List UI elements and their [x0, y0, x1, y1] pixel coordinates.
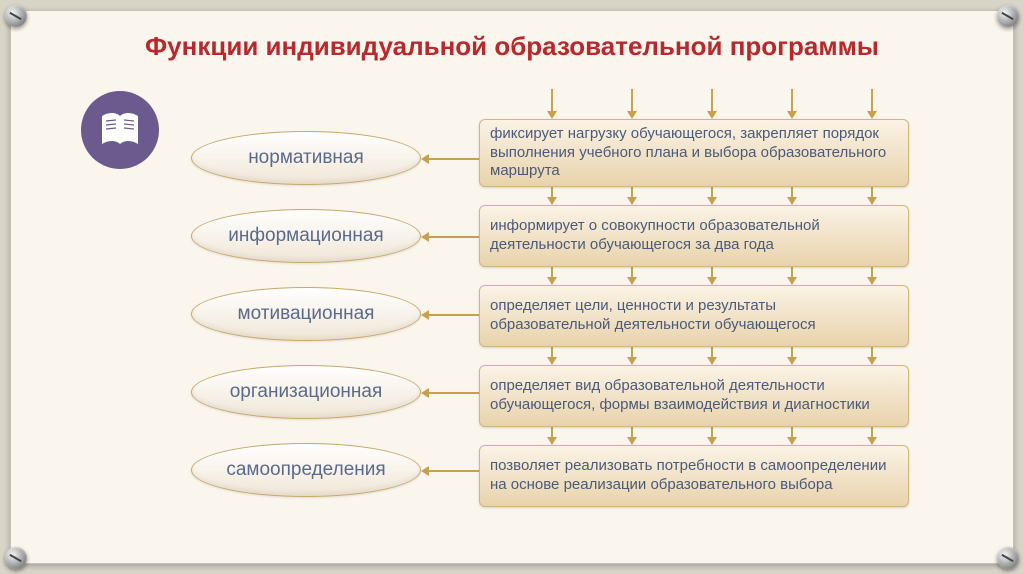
arrow-head-left-icon — [421, 466, 429, 476]
arrow-head-down-icon — [787, 197, 797, 205]
function-ellipse: мотивационная — [191, 287, 421, 341]
function-description-text: позволяет реализовать потребности в само… — [490, 457, 898, 495]
arrow-head-down-icon — [707, 197, 717, 205]
flow-arrow-vertical — [711, 89, 713, 113]
arrow-head-left-icon — [421, 388, 429, 398]
function-ellipse: самоопределения — [191, 443, 421, 497]
function-description: определяет цели, ценности и результаты о… — [479, 285, 909, 347]
arrow-head-down-icon — [627, 357, 637, 365]
function-label: организационная — [230, 381, 383, 403]
function-ellipse: нормативная — [191, 131, 421, 185]
flow-arrow-vertical — [871, 89, 873, 113]
flow-arrow-vertical — [791, 89, 793, 113]
slide-title: Функции индивидуальной образовательной п… — [11, 31, 1013, 62]
function-description-text: определяет вид образовательной деятельно… — [490, 377, 898, 415]
arrow-head-left-icon — [421, 154, 429, 164]
arrow-head-down-icon — [867, 197, 877, 205]
arrow-head-down-icon — [547, 277, 557, 285]
arrow-head-down-icon — [547, 197, 557, 205]
book-icon — [81, 91, 159, 169]
screw-decoration — [5, 547, 27, 569]
slide-panel: Функции индивидуальной образовательной п… — [10, 10, 1014, 564]
arrow-head-down-icon — [707, 437, 717, 445]
arrow-head-down-icon — [627, 197, 637, 205]
arrow-head-down-icon — [867, 357, 877, 365]
arrow-head-down-icon — [627, 111, 637, 119]
function-description: позволяет реализовать потребности в само… — [479, 445, 909, 507]
arrow-head-left-icon — [421, 310, 429, 320]
arrow-head-down-icon — [547, 357, 557, 365]
function-label: информационная — [228, 225, 383, 247]
arrow-head-down-icon — [787, 357, 797, 365]
flow-arrow-vertical — [551, 89, 553, 113]
connector-arrow — [427, 236, 479, 238]
arrow-head-down-icon — [787, 437, 797, 445]
arrow-head-down-icon — [627, 277, 637, 285]
function-label: мотивационная — [238, 303, 375, 325]
arrow-head-down-icon — [707, 277, 717, 285]
connector-arrow — [427, 392, 479, 394]
arrow-head-down-icon — [787, 111, 797, 119]
function-label: самоопределения — [226, 459, 385, 481]
screw-decoration — [5, 5, 27, 27]
arrow-head-down-icon — [627, 437, 637, 445]
slide-frame: Функции индивидуальной образовательной п… — [0, 0, 1024, 574]
arrow-head-down-icon — [867, 437, 877, 445]
arrow-head-down-icon — [867, 277, 877, 285]
connector-arrow — [427, 470, 479, 472]
connector-arrow — [427, 314, 479, 316]
arrow-head-down-icon — [707, 357, 717, 365]
arrow-head-down-icon — [787, 277, 797, 285]
screw-decoration — [997, 547, 1019, 569]
function-description-text: информирует о совокупности образовательн… — [490, 217, 898, 255]
function-description: информирует о совокупности образовательн… — [479, 205, 909, 267]
connector-arrow — [427, 158, 479, 160]
arrow-head-down-icon — [547, 111, 557, 119]
arrow-head-left-icon — [421, 232, 429, 242]
arrow-head-down-icon — [867, 111, 877, 119]
arrow-head-down-icon — [707, 111, 717, 119]
function-description: определяет вид образовательной деятельно… — [479, 365, 909, 427]
function-ellipse: информационная — [191, 209, 421, 263]
screw-decoration — [997, 5, 1019, 27]
arrow-head-down-icon — [547, 437, 557, 445]
function-label: нормативная — [248, 147, 364, 169]
function-ellipse: организационная — [191, 365, 421, 419]
function-description-text: фиксирует нагрузку обучающегося, закрепл… — [490, 125, 898, 181]
flow-arrow-vertical — [631, 89, 633, 113]
function-description: фиксирует нагрузку обучающегося, закрепл… — [479, 119, 909, 187]
function-description-text: определяет цели, ценности и результаты о… — [490, 297, 898, 335]
